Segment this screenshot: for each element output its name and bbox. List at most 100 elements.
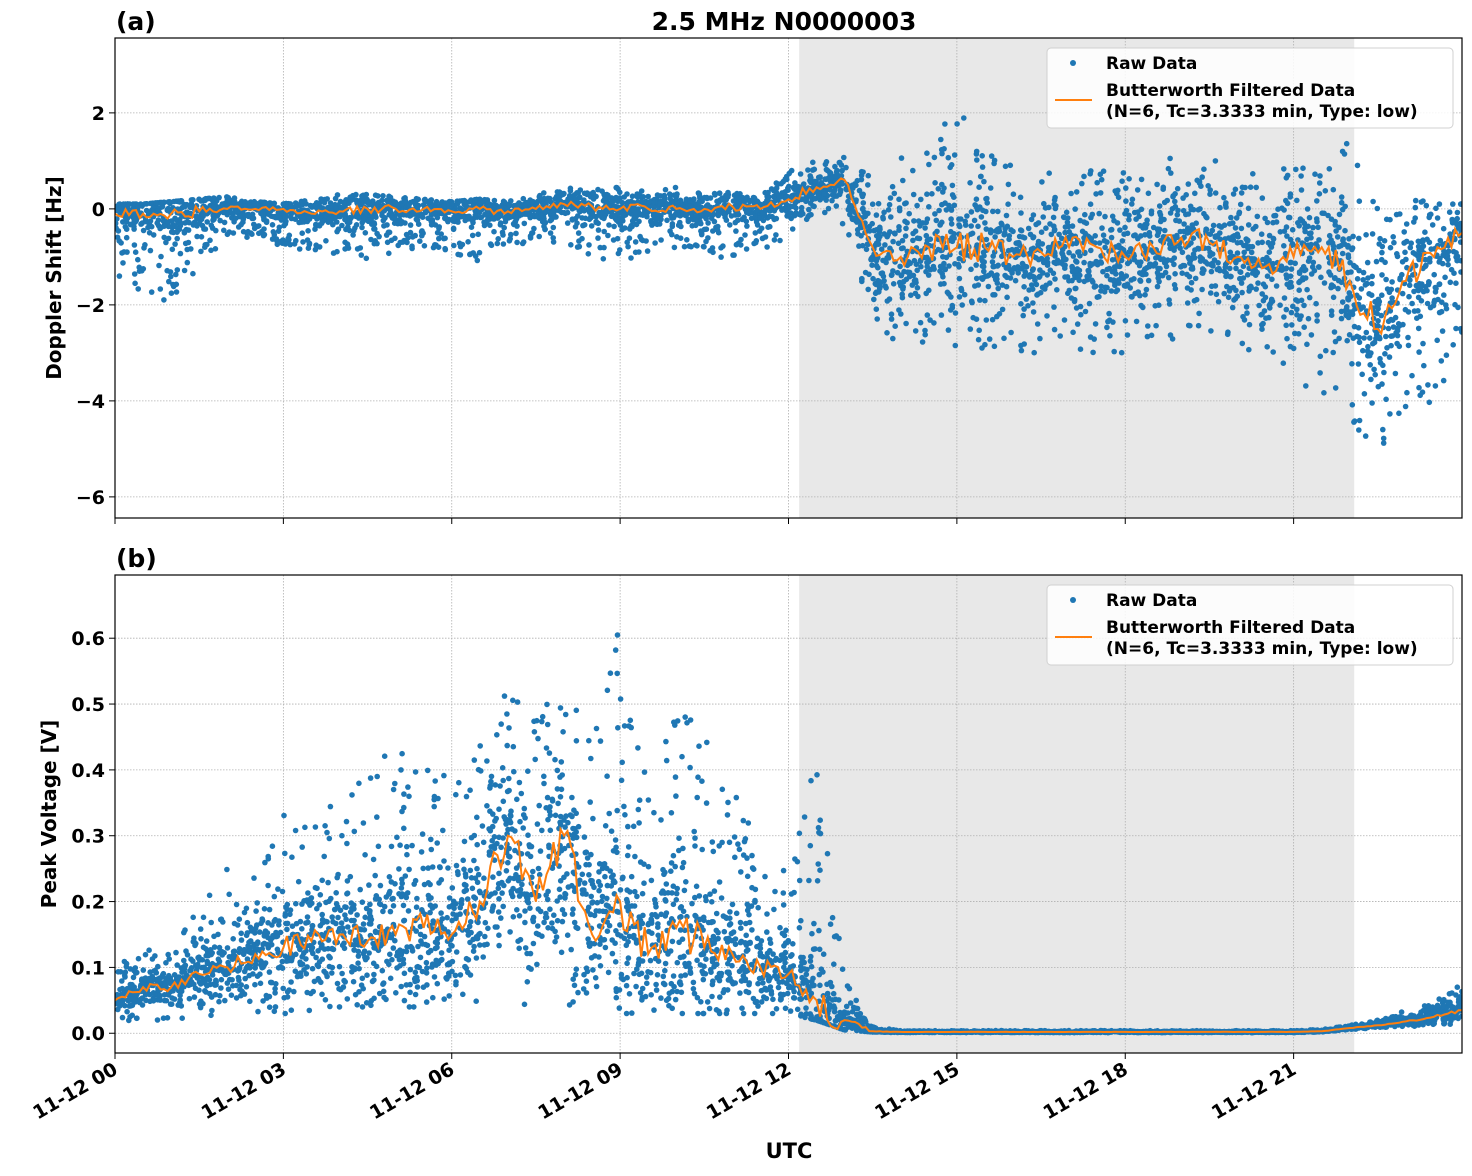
raw-data-point xyxy=(812,179,818,185)
raw-data-point xyxy=(1159,216,1165,222)
raw-data-point xyxy=(1008,330,1014,336)
raw-data-point xyxy=(1090,261,1096,267)
raw-data-point xyxy=(1237,269,1243,275)
raw-data-point xyxy=(1029,217,1035,223)
raw-data-point xyxy=(1021,341,1027,347)
raw-data-point xyxy=(1355,163,1361,169)
raw-data-point xyxy=(911,218,917,224)
raw-data-point xyxy=(884,234,890,240)
raw-data-point xyxy=(1182,263,1188,269)
raw-data-point xyxy=(1383,397,1389,403)
raw-data-point xyxy=(853,183,859,189)
raw-data-point xyxy=(1404,221,1410,227)
raw-data-point xyxy=(1163,270,1169,276)
raw-data-point xyxy=(501,199,507,205)
raw-data-point xyxy=(738,237,744,243)
raw-data-point xyxy=(776,193,782,199)
raw-data-point xyxy=(211,204,217,210)
raw-data-point xyxy=(402,199,408,205)
raw-data-point xyxy=(1350,245,1356,251)
raw-data-point xyxy=(1281,314,1287,320)
raw-data-point xyxy=(280,986,286,992)
raw-data-point xyxy=(1228,286,1234,292)
raw-data-point xyxy=(399,219,405,225)
raw-data-point xyxy=(1441,378,1447,384)
raw-data-point xyxy=(1070,330,1076,336)
raw-data-point xyxy=(766,194,772,200)
raw-data-point xyxy=(387,230,393,236)
raw-data-point xyxy=(877,226,883,232)
raw-data-point xyxy=(302,825,308,831)
raw-data-point xyxy=(1409,373,1415,379)
raw-data-point xyxy=(1077,218,1083,224)
raw-data-point xyxy=(1287,215,1293,221)
raw-data-point xyxy=(1162,228,1168,234)
raw-data-point xyxy=(1250,270,1256,276)
raw-data-point xyxy=(276,228,282,234)
raw-data-point xyxy=(192,994,198,1000)
raw-data-point xyxy=(606,222,612,228)
raw-data-point xyxy=(138,997,144,1003)
raw-data-point xyxy=(1420,239,1426,245)
raw-data-point xyxy=(1146,278,1152,284)
raw-data-point xyxy=(1274,283,1280,289)
raw-data-point xyxy=(676,222,682,228)
raw-data-point xyxy=(1096,211,1102,217)
raw-data-point xyxy=(586,242,592,248)
raw-data-point xyxy=(267,1004,273,1010)
raw-data-point xyxy=(1074,241,1080,247)
raw-data-point xyxy=(1051,271,1057,277)
raw-data-point xyxy=(117,987,123,993)
raw-data-point xyxy=(1111,349,1117,355)
raw-data-point xyxy=(720,197,726,203)
raw-data-point xyxy=(1396,321,1402,327)
raw-data-point xyxy=(1314,216,1320,222)
raw-data-point xyxy=(941,281,947,287)
raw-data-point xyxy=(1172,199,1178,205)
raw-data-point xyxy=(691,196,697,202)
raw-data-point xyxy=(817,175,823,181)
raw-data-point xyxy=(1285,173,1291,179)
raw-data-point xyxy=(1348,294,1354,300)
raw-data-point xyxy=(948,307,954,313)
raw-data-point xyxy=(565,210,571,216)
raw-data-point xyxy=(257,929,263,935)
raw-data-point xyxy=(491,229,497,235)
raw-data-point xyxy=(969,209,975,215)
raw-data-point xyxy=(181,930,187,936)
raw-data-point xyxy=(954,121,960,127)
raw-data-point xyxy=(976,282,982,288)
raw-data-point xyxy=(953,343,959,349)
raw-data-point xyxy=(1166,297,1172,303)
raw-data-point xyxy=(1264,344,1270,350)
raw-data-point xyxy=(880,270,886,276)
raw-data-point xyxy=(1250,226,1256,232)
raw-data-point xyxy=(259,229,265,235)
raw-data-point xyxy=(1139,271,1145,277)
raw-data-point xyxy=(150,956,156,962)
raw-data-point xyxy=(1101,232,1107,238)
raw-data-point xyxy=(238,931,244,937)
raw-data-point xyxy=(774,180,780,186)
legend-raw-marker xyxy=(1070,60,1076,66)
raw-data-point xyxy=(1024,296,1030,302)
raw-data-point xyxy=(953,310,959,316)
raw-data-point xyxy=(324,196,330,202)
raw-data-point xyxy=(186,227,192,233)
raw-data-point xyxy=(1423,284,1429,290)
raw-data-point xyxy=(277,215,283,221)
raw-data-point xyxy=(1439,309,1445,315)
raw-data-point xyxy=(1208,231,1214,237)
raw-data-point xyxy=(1244,310,1250,316)
raw-data-point xyxy=(599,188,605,194)
raw-data-point xyxy=(982,298,988,304)
raw-data-point xyxy=(913,291,919,297)
raw-data-point xyxy=(1309,271,1315,277)
raw-data-point xyxy=(1093,321,1099,327)
raw-data-point xyxy=(148,218,154,224)
raw-data-point xyxy=(198,936,204,942)
raw-data-point xyxy=(1120,238,1126,244)
y-axis-label: Doppler Shift [Hz] xyxy=(42,176,66,380)
raw-data-point xyxy=(981,259,987,265)
